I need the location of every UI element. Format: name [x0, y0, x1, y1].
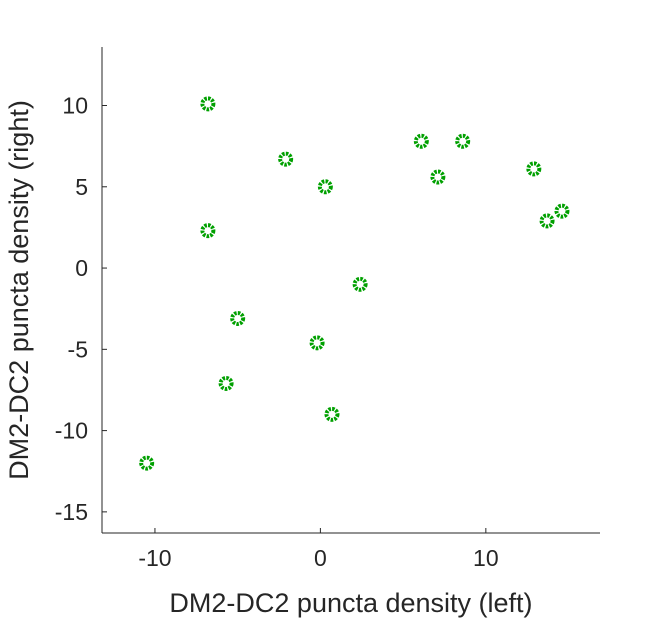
data-point: [324, 406, 340, 422]
data-point: [317, 179, 333, 195]
data-point: [230, 310, 246, 326]
x-tick-label: 0: [314, 545, 327, 571]
data-point: [430, 169, 446, 185]
y-axis-label: DM2-DC2 puncta density (right): [4, 100, 34, 480]
y-tick-label: -15: [55, 499, 88, 525]
y-tick-label: -5: [68, 336, 88, 362]
data-point: [455, 133, 471, 149]
x-tick-label: 10: [473, 545, 499, 571]
x-tick-label: -10: [138, 545, 171, 571]
data-point: [539, 213, 555, 229]
y-tick-label: -10: [55, 418, 88, 444]
data-point: [139, 455, 155, 471]
data-point: [309, 335, 325, 351]
data-point: [278, 151, 294, 167]
data-point: [554, 203, 570, 219]
data-point: [526, 161, 542, 177]
y-tick-label: 0: [75, 255, 88, 281]
data-point: [218, 375, 234, 391]
y-tick-label: 10: [62, 93, 88, 119]
data-point: [352, 276, 368, 292]
y-tick-label: 5: [75, 174, 88, 200]
data-point: [200, 223, 216, 239]
data-point: [200, 96, 216, 112]
data-point: [413, 133, 429, 149]
x-axis-label: DM2-DC2 puncta density (left): [169, 588, 532, 618]
